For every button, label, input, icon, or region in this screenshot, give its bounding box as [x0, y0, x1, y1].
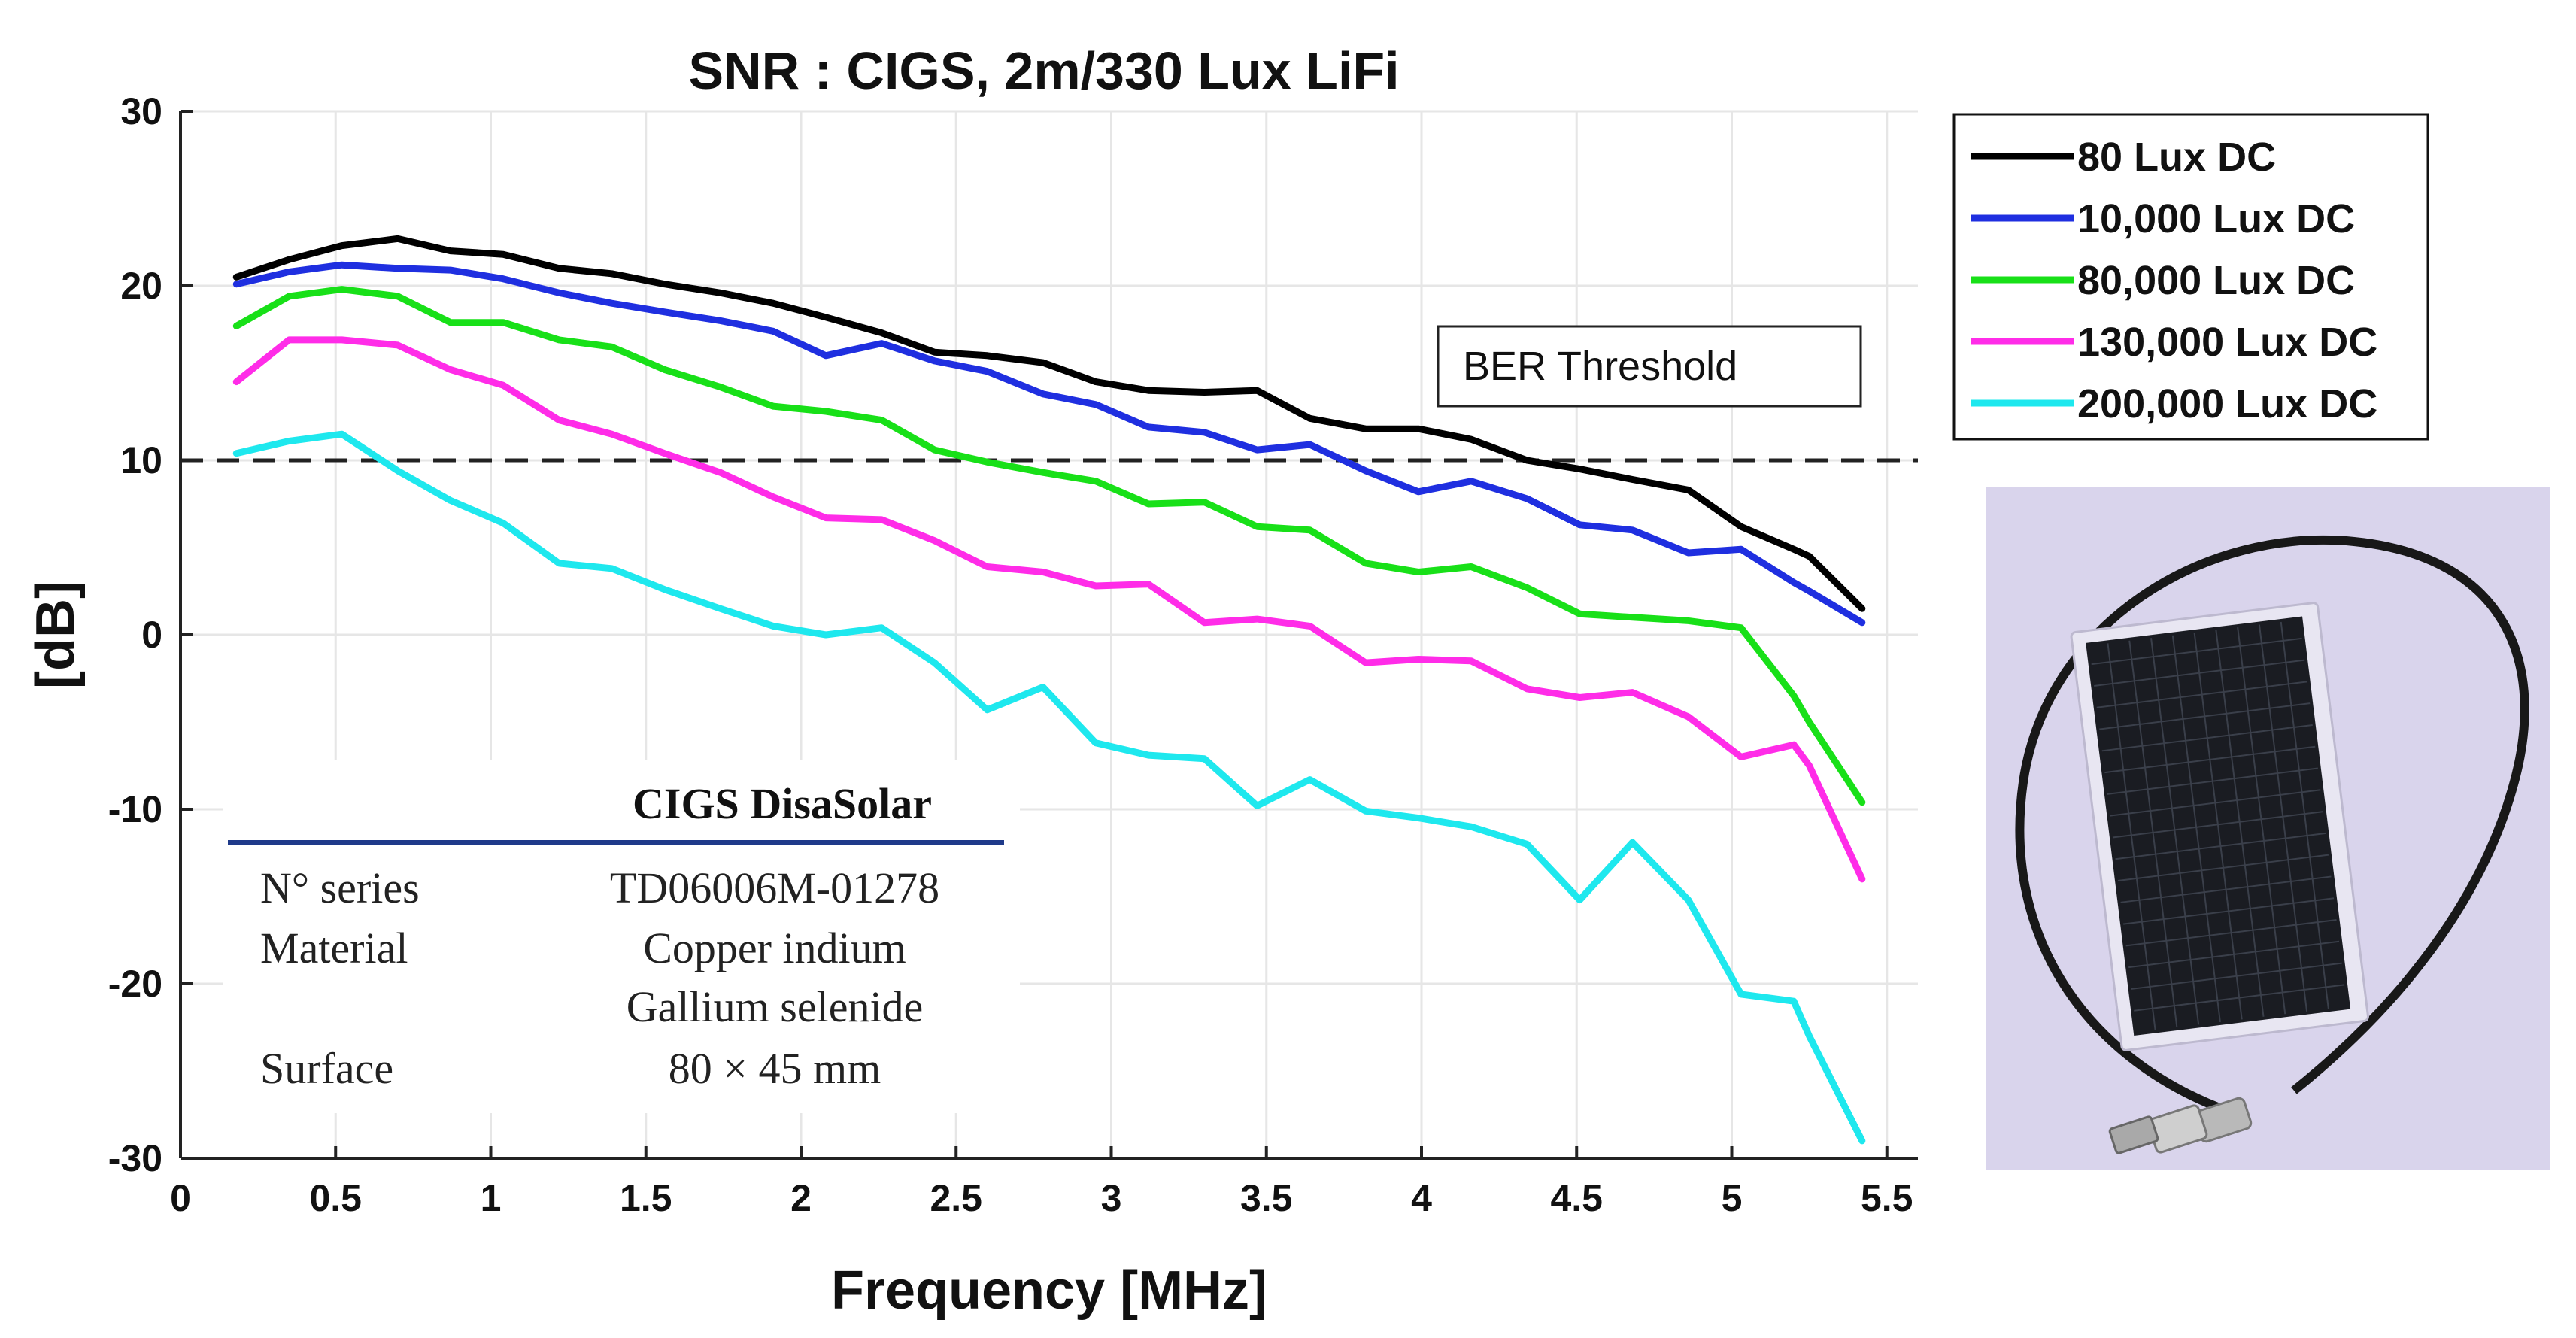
y-tick-label-5: -20 — [108, 963, 162, 1005]
bnc-connector — [2108, 1097, 2253, 1154]
panel-cell-line-h — [2125, 919, 2337, 947]
y-tick-label-4: -10 — [108, 788, 162, 830]
series-line-2 — [232, 261, 1866, 627]
chart-title: SNR : CIGS, 2m/330 Lux LiFi — [688, 41, 1399, 100]
solar-panel-photo — [1986, 487, 2550, 1170]
x-tick-label-3: 1.5 — [620, 1177, 672, 1219]
y-tick-label-2: 10 — [120, 439, 162, 481]
spec-value-series: TD06006M-01278 — [610, 863, 939, 912]
x-tick-label-8: 4 — [1411, 1177, 1432, 1219]
axes — [179, 110, 1918, 1160]
panel-cell-line-h — [2094, 659, 2305, 687]
series-line-4 — [232, 336, 1866, 883]
x-tick-labels: 0 0.5 1 1.5 2 2.5 3 3.5 4 4.5 5 5.5 — [170, 1177, 1913, 1219]
legend-label-3: 80,000 Lux DC — [2077, 258, 2355, 303]
legend: 80 Lux DC 10,000 Lux DC 80,000 Lux DC 130,0… — [1952, 113, 2429, 441]
series-group — [232, 235, 1866, 1145]
panel-cell-line-h — [2099, 702, 2311, 730]
legend-label-2: 10,000 Lux DC — [2077, 196, 2355, 241]
spec-table: CIGS DisaSolar N° series TD06006M-01278 … — [223, 760, 1020, 1113]
y-tick-labels: 30 20 10 0 -10 -20 -30 — [108, 90, 162, 1179]
spec-label-material: Material — [260, 924, 408, 972]
x-tick-label-0: 0 — [170, 1177, 191, 1219]
series-line-3 — [232, 286, 1866, 806]
panel-cell-line-h — [2112, 811, 2323, 839]
x-tick-label-6: 3 — [1101, 1177, 1122, 1219]
x-tick-label-7: 3.5 — [1240, 1177, 1293, 1219]
spec-value-material: Copper indium — [643, 924, 906, 972]
panel-cell-line-h — [2104, 745, 2316, 774]
ber-threshold-box: BER Threshold — [1437, 325, 1862, 408]
series-line-5 — [232, 430, 1866, 1145]
panel-cell-line-h — [2101, 724, 2313, 752]
panel-cell-line-h — [2117, 854, 2329, 882]
panel-cell-line-h — [2107, 767, 2318, 795]
solar-panel — [2070, 602, 2369, 1051]
y-axis-title: [dB] — [26, 581, 86, 689]
spec-label-series: N° series — [260, 863, 420, 912]
x-tick-label-9: 4.5 — [1550, 1177, 1603, 1219]
spec-table-title: CIGS DisaSolar — [633, 779, 932, 828]
y-tick-label-3: 0 — [141, 614, 162, 656]
y-tick-label-6: -30 — [108, 1137, 162, 1179]
panel-cell-line-h — [2134, 984, 2345, 1012]
spec-value-material-2: Gallium selenide — [627, 982, 924, 1031]
x-axis-title: Frequency [MHz] — [831, 1261, 1267, 1321]
spec-label-surface: Surface — [260, 1044, 393, 1093]
panel-cell-line-h — [2096, 681, 2307, 708]
panel-cell-line-h — [2131, 962, 2342, 990]
panel-cell-line-h — [2128, 940, 2340, 969]
panel-cell-line-h — [2115, 832, 2326, 860]
panel-cell-line-h — [2110, 789, 2321, 817]
x-tick-label-5: 2.5 — [930, 1177, 982, 1219]
cable-loop — [2015, 536, 2529, 1121]
y-tick-label-0: 30 — [120, 90, 162, 132]
x-tick-label-11: 5.5 — [1861, 1177, 1913, 1219]
y-tick-label-1: 20 — [120, 265, 162, 307]
ber-threshold-label: BER Threshold — [1463, 344, 1737, 389]
x-tick-label-1: 0.5 — [309, 1177, 362, 1219]
panel-cell-line-h — [2122, 897, 2335, 925]
legend-label-4: 130,000 Lux DC — [2077, 320, 2377, 365]
x-tick-label-4: 2 — [790, 1177, 812, 1219]
legend-label-5: 200,000 Lux DC — [2077, 381, 2377, 426]
legend-label-1: 80 Lux DC — [2077, 135, 2276, 180]
series-line-1 — [232, 235, 1866, 612]
x-tick-label-10: 5 — [1722, 1177, 1743, 1219]
ber-threshold-box-frame — [1437, 325, 1862, 408]
spec-value-surface: 80 × 45 mm — [669, 1044, 881, 1093]
spec-table-background — [223, 760, 1020, 1113]
panel-cell-line-h — [2091, 637, 2302, 666]
panel-cell-line-h — [2120, 875, 2332, 903]
x-tick-label-2: 1 — [481, 1177, 502, 1219]
